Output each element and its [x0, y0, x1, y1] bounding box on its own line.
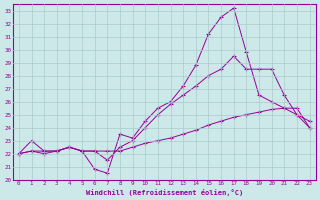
- X-axis label: Windchill (Refroidissement éolien,°C): Windchill (Refroidissement éolien,°C): [85, 189, 243, 196]
